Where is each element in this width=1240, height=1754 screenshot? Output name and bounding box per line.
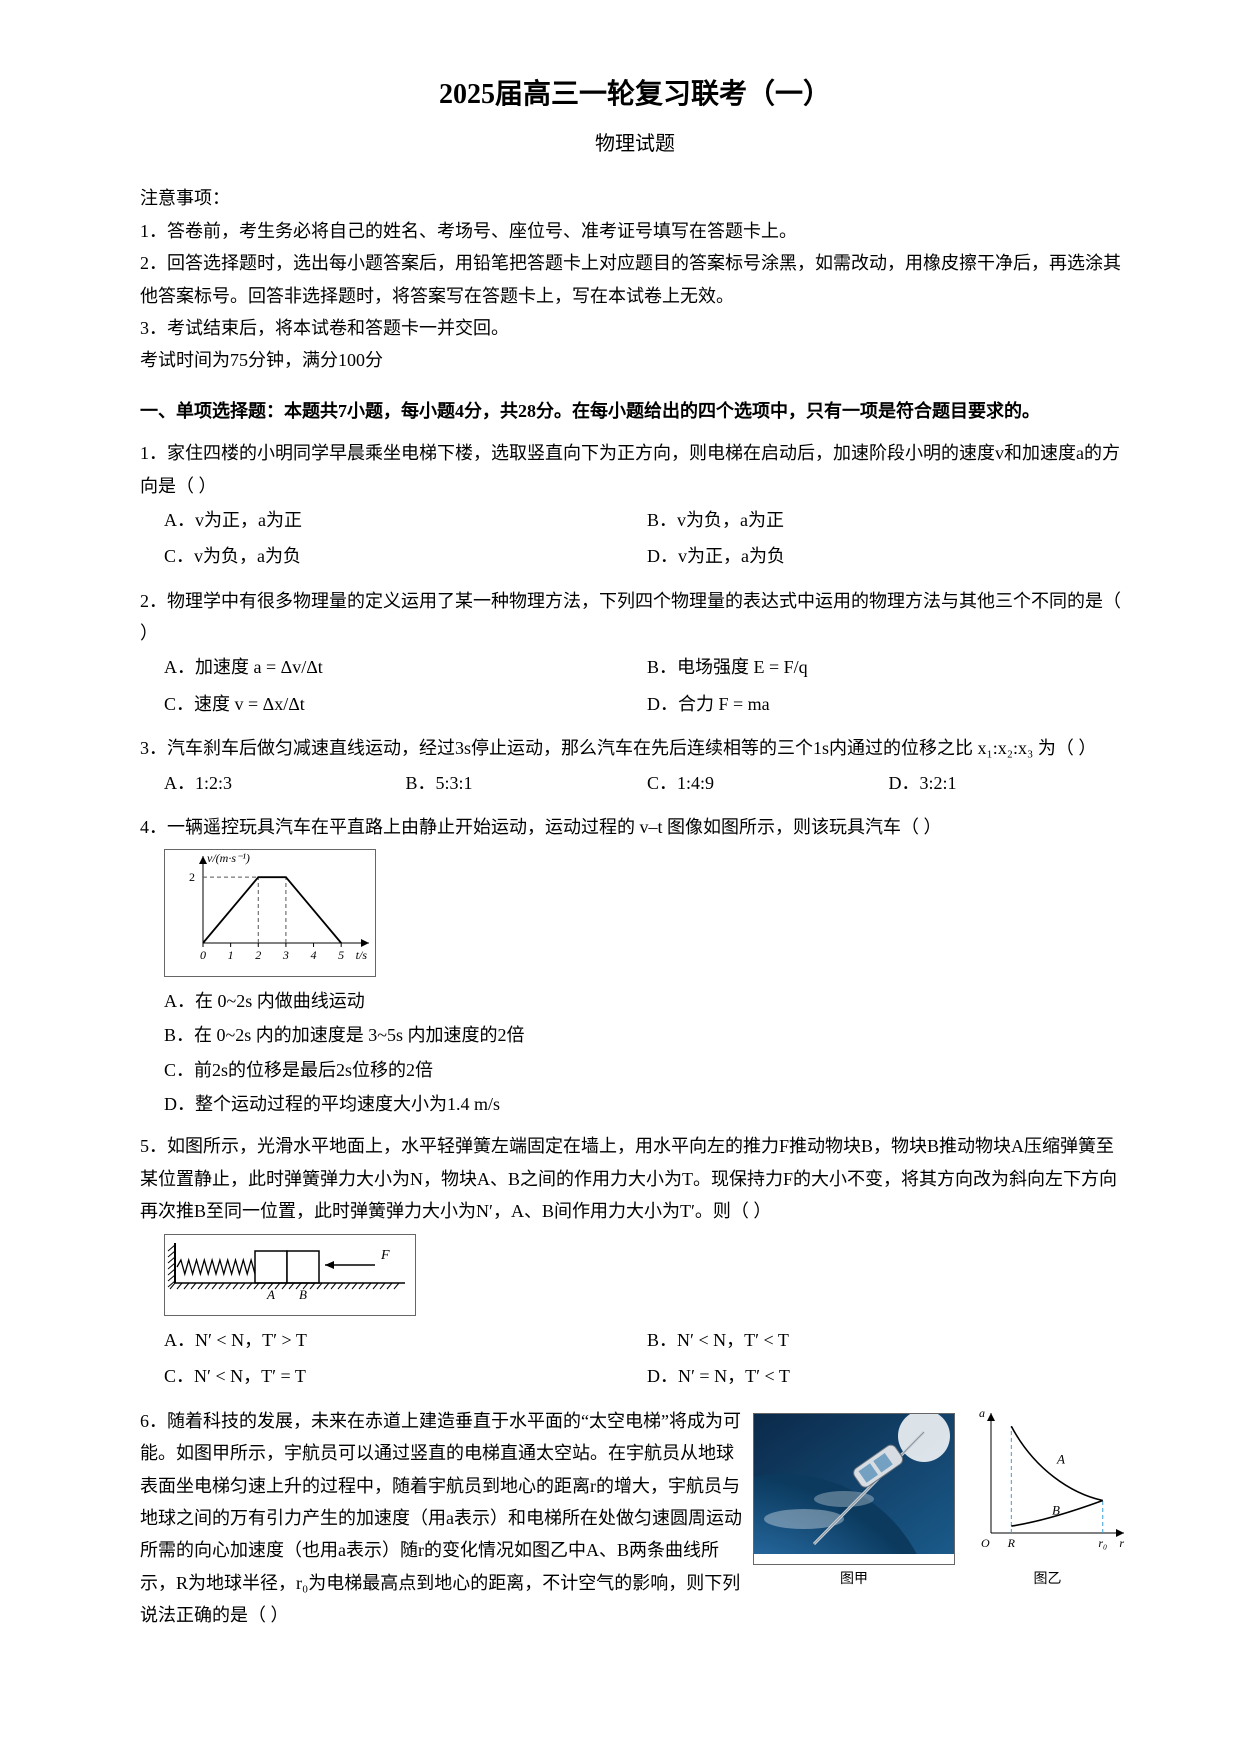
svg-text:r₀: r₀ xyxy=(1098,1536,1107,1550)
svg-text:5: 5 xyxy=(338,948,344,962)
q3-stem: 3．汽车刹车后做匀减速直线运动，经过3s停止运动，那么汽车在先后连续相等的三个1… xyxy=(140,732,1130,764)
svg-text:B: B xyxy=(1052,1502,1060,1517)
q1-option-a[interactable]: A．v为正，a为正 xyxy=(164,504,647,536)
q3-option-b[interactable]: B．5:3:1 xyxy=(406,767,648,799)
svg-text:v/(m·s⁻¹): v/(m·s⁻¹) xyxy=(207,851,250,865)
question-6: 图甲 ABORr₀ra 图乙 6．随着科技的发展，未来在赤道上建造垂直于水平面的… xyxy=(140,1405,1130,1632)
svg-text:r: r xyxy=(1119,1536,1124,1550)
svg-text:4: 4 xyxy=(311,948,317,962)
svg-text:2: 2 xyxy=(255,948,261,962)
q4-option-b[interactable]: B．在 0~2s 内的加速度是 3~5s 内加速度的2倍 xyxy=(164,1019,1130,1051)
q5-stem: 5．如图所示，光滑水平地面上，水平轻弹簧左端固定在墙上，用水平向左的推力F推动物… xyxy=(140,1130,1130,1227)
q5-option-c[interactable]: C．N′ < N，T′ = T xyxy=(164,1360,647,1392)
q1-stem: 1．家住四楼的小明同学早晨乘坐电梯下楼，选取竖直向下为正方向，则电梯在启动后，加… xyxy=(140,437,1130,502)
q4-option-d[interactable]: D．整个运动过程的平均速度大小为1.4 m/s xyxy=(164,1088,1130,1120)
q1-option-b[interactable]: B．v为负，a为正 xyxy=(647,504,1130,536)
q5-option-d[interactable]: D．N′ = N，T′ < T xyxy=(647,1360,1130,1392)
q4-option-c[interactable]: C．前2s的位移是最后2s位移的2倍 xyxy=(164,1054,1130,1086)
q2-option-d[interactable]: D．合力 F = ma xyxy=(647,688,1130,720)
question-4: 4．一辆遥控玩具汽车在平直路上由静止开始运动，运动过程的 v–t 图像如图所示，… xyxy=(140,811,1130,1120)
svg-text:1: 1 xyxy=(228,948,234,962)
svg-text:a: a xyxy=(979,1406,985,1420)
q2-stem: 2．物理学中有很多物理量的定义运用了某一种物理方法，下列四个物理量的表达式中运用… xyxy=(140,585,1130,650)
page-title: 2025届高三一轮复习联考（一） xyxy=(140,70,1130,120)
q4-vt-chart: 0 1 2 3 4 5 2 t/s v/(m·s⁻¹) xyxy=(164,849,376,976)
q5-spring-diagram: A B F xyxy=(164,1234,416,1316)
section-a-heading: 一、单项选择题：本题共7小题，每小题4分，共28分。在每小题给出的四个选项中，只… xyxy=(140,395,1130,427)
q3-option-a[interactable]: A．1:2:3 xyxy=(164,767,406,799)
question-3: 3．汽车刹车后做匀减速直线运动，经过3s停止运动，那么汽车在先后连续相等的三个1… xyxy=(140,732,1130,801)
q6-figure-yi: A B O Rr₀ r a xyxy=(965,1405,1130,1565)
q3-option-d[interactable]: D．3:2:1 xyxy=(889,767,1131,799)
question-2: 2．物理学中有很多物理量的定义运用了某一种物理方法，下列四个物理量的表达式中运用… xyxy=(140,585,1130,723)
page-subtitle: 物理试题 xyxy=(140,126,1130,162)
svg-text:R: R xyxy=(1007,1536,1016,1550)
svg-text:t/s: t/s xyxy=(356,948,368,962)
q6-figB-label: 图乙 xyxy=(965,1567,1130,1592)
question-1: 1．家住四楼的小明同学早晨乘坐电梯下楼，选取竖直向下为正方向，则电梯在启动后，加… xyxy=(140,437,1130,575)
q5-option-b[interactable]: B．N′ < N，T′ < T xyxy=(647,1324,1130,1356)
q4-option-a[interactable]: A．在 0~2s 内做曲线运动 xyxy=(164,985,1130,1017)
svg-text:A: A xyxy=(266,1287,275,1302)
q6-figA-label: 图甲 xyxy=(753,1567,955,1592)
q2-option-c[interactable]: C．速度 v = Δx/Δt xyxy=(164,688,647,720)
svg-text:2: 2 xyxy=(189,871,195,885)
svg-text:F: F xyxy=(380,1248,390,1263)
svg-text:B: B xyxy=(299,1287,307,1302)
q2-option-a[interactable]: A．加速度 a = Δv/Δt xyxy=(164,651,647,683)
q3-option-c[interactable]: C．1:4:9 xyxy=(647,767,889,799)
q6-figure-jia xyxy=(753,1413,955,1565)
q4-stem: 4．一辆遥控玩具汽车在平直路上由静止开始运动，运动过程的 v–t 图像如图所示，… xyxy=(140,811,1130,843)
q1-option-c[interactable]: C．v为负，a为负 xyxy=(164,540,647,572)
svg-text:3: 3 xyxy=(282,948,289,962)
instructions: 注意事项： 1．答卷前，考生务必将自己的姓名、考场号、座位号、准考证号填写在答题… xyxy=(140,182,1130,376)
svg-text:O: O xyxy=(981,1536,990,1550)
q2-option-b[interactable]: B．电场强度 E = F/q xyxy=(647,651,1130,683)
q5-option-a[interactable]: A．N′ < N，T′ > T xyxy=(164,1324,647,1356)
question-5: 5．如图所示，光滑水平地面上，水平轻弹簧左端固定在墙上，用水平向左的推力F推动物… xyxy=(140,1130,1130,1394)
q1-option-d[interactable]: D．v为正，a为负 xyxy=(647,540,1130,572)
svg-text:A: A xyxy=(1056,1451,1065,1466)
svg-text:0: 0 xyxy=(200,948,206,962)
